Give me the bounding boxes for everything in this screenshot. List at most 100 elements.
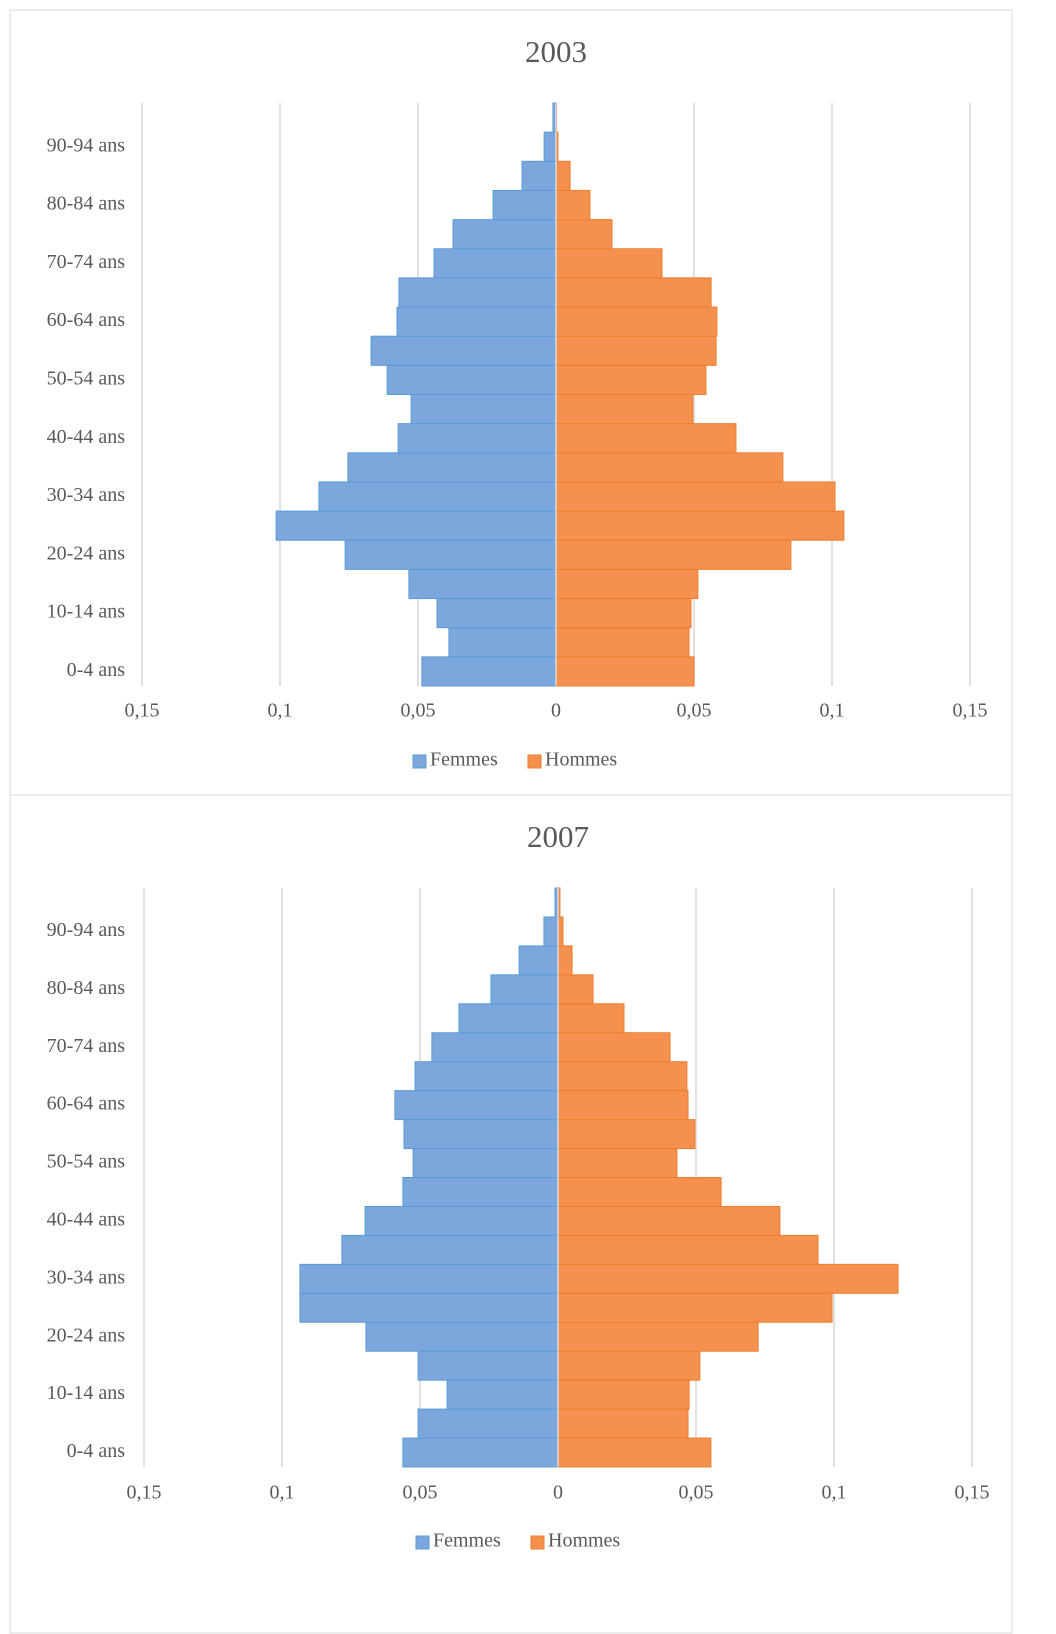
bar (414, 1061, 559, 1092)
y-tick-label: 50-54 ans (47, 1151, 126, 1173)
y-tick-label: 20-24 ans (47, 542, 126, 564)
bar (275, 510, 557, 541)
bar (557, 1234, 819, 1265)
legend-label: Femmes (430, 749, 498, 771)
bar (490, 974, 559, 1005)
bar (555, 539, 792, 570)
bar (557, 1148, 678, 1179)
x-tick-label: 0 (553, 1482, 563, 1504)
bar (344, 539, 557, 570)
bar (557, 1032, 671, 1063)
bar (412, 1148, 559, 1179)
bar (410, 394, 557, 425)
bar (394, 1090, 559, 1121)
bar (557, 974, 594, 1005)
bar (341, 1234, 559, 1265)
bar (365, 1321, 559, 1352)
y-tick-label: 0-4 ans (67, 659, 126, 681)
x-tick-label: 0,05 (403, 1482, 438, 1504)
bar (557, 1003, 625, 1034)
bar (299, 1263, 559, 1294)
bar (318, 481, 557, 512)
y-tick-label: 10-14 ans (47, 601, 126, 623)
bar (557, 1408, 689, 1439)
y-tick-label: 60-64 ans (47, 309, 126, 331)
x-tick-label: 0,15 (953, 700, 988, 722)
bar (555, 189, 591, 221)
bar (433, 248, 557, 279)
x-tick-label: 0,15 (127, 1482, 162, 1504)
x-tick-label: 0,1 (268, 700, 293, 722)
bar (543, 131, 557, 162)
bar (555, 452, 784, 483)
bar (557, 1379, 690, 1410)
bar (555, 306, 718, 337)
bar (402, 1437, 559, 1468)
y-tick-label: 0-4 ans (67, 1440, 126, 1462)
bar (555, 160, 571, 191)
y-tick-label: 80-84 ans (47, 977, 126, 999)
chart-title: 2003 (525, 34, 587, 69)
bar (421, 656, 557, 687)
y-tick-label: 90-94 ans (47, 134, 126, 156)
bar (452, 219, 557, 250)
bar (557, 1437, 712, 1468)
chart-title: 2007 (527, 819, 589, 854)
y-tick-label: 60-64 ans (47, 1093, 126, 1115)
y-tick-label: 70-74 ans (47, 251, 126, 273)
bar (557, 1205, 781, 1236)
bar (555, 219, 613, 250)
bar (557, 945, 573, 976)
bar (557, 1321, 759, 1352)
bar (370, 335, 557, 366)
y-tick-label: 30-34 ans (47, 484, 126, 506)
y-tick-label: 70-74 ans (47, 1035, 126, 1057)
x-tick-label: 0,15 (125, 700, 160, 722)
y-tick-label: 30-34 ans (47, 1266, 126, 1288)
bar (557, 1119, 696, 1150)
legend-swatch (412, 754, 427, 769)
bar (555, 598, 692, 629)
bar (557, 1263, 899, 1294)
bar (543, 916, 559, 947)
bar (299, 1292, 559, 1323)
x-tick-label: 0,05 (679, 1482, 714, 1504)
bar (518, 945, 559, 976)
bar (417, 1350, 559, 1381)
x-tick-label: 0,05 (401, 700, 436, 722)
bar (402, 1177, 559, 1207)
legend-swatch (527, 754, 542, 769)
bar (396, 306, 557, 337)
x-tick-label: 0,1 (820, 700, 845, 722)
bar (555, 248, 663, 279)
x-tick-label: 0,05 (677, 700, 712, 722)
bar (555, 423, 737, 454)
chart-frame (9, 794, 1013, 1634)
bar (417, 1408, 559, 1439)
bar (555, 568, 699, 600)
bar (555, 656, 695, 687)
bar (492, 189, 557, 221)
bar (458, 1003, 559, 1034)
y-tick-label: 10-14 ans (47, 1382, 126, 1404)
bar (557, 1350, 701, 1381)
bar (397, 423, 557, 454)
bar (403, 1119, 559, 1150)
y-tick-label: 20-24 ans (47, 1324, 126, 1346)
bar (398, 277, 557, 308)
bar (557, 1177, 722, 1207)
bar (555, 510, 845, 541)
bar (555, 481, 836, 512)
legend-swatch (530, 1535, 545, 1550)
bar (431, 1032, 559, 1063)
bar (555, 394, 694, 425)
bar (446, 1379, 559, 1410)
y-tick-label: 50-54 ans (47, 368, 126, 390)
bar (555, 335, 717, 366)
bar (436, 598, 557, 629)
x-tick-label: 0 (551, 700, 561, 722)
bar (555, 627, 690, 658)
bar (555, 277, 712, 308)
legend-label: Hommes (545, 749, 617, 771)
